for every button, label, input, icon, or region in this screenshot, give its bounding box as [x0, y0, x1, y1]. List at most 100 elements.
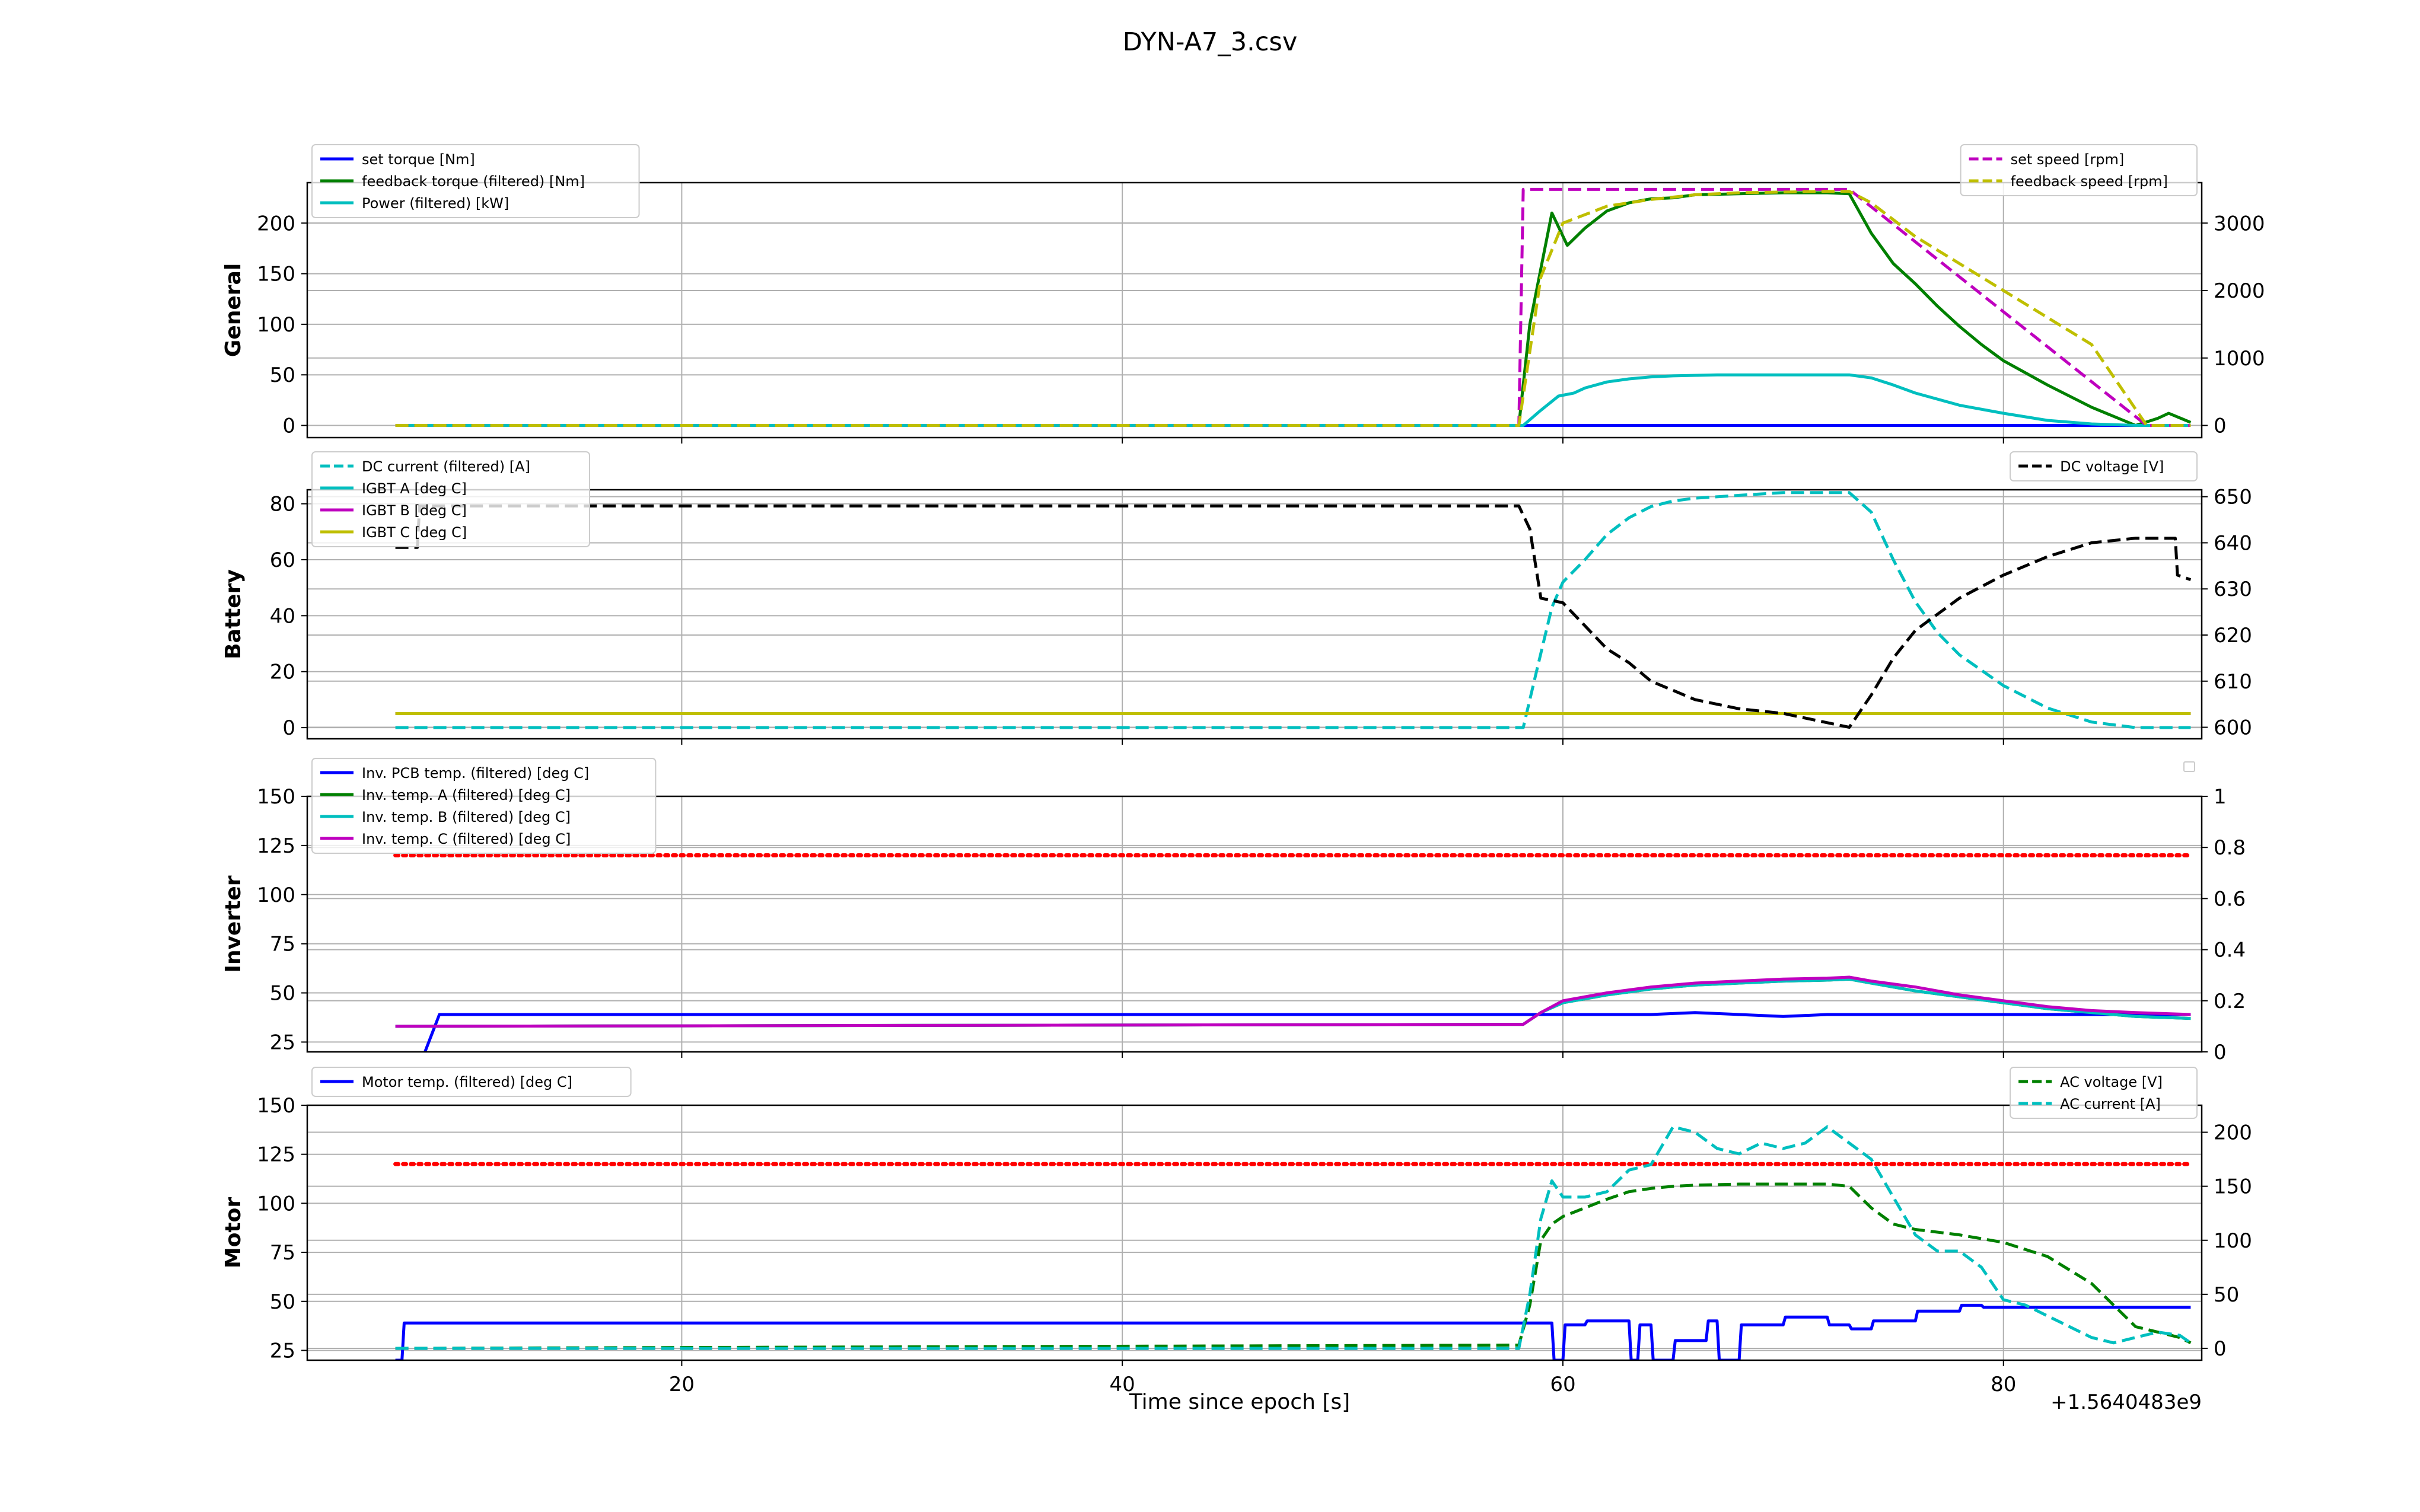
- panel-inverter: 25 50 75 100 125 150 0 0.2 0.4 0.6 0.8 1 Inverter Inv…: [221, 758, 2246, 1064]
- y-tick-label: 150: [257, 263, 295, 286]
- legend-right: AC voltage [V] AC current [A]: [2010, 1067, 2198, 1119]
- y-tick-label: 100: [257, 313, 295, 337]
- y-tick-label: 100: [257, 1192, 295, 1216]
- y2-tick-label: 0: [2214, 414, 2227, 438]
- x-tick-label: 20: [669, 1373, 695, 1396]
- legend-box: [2010, 451, 2198, 481]
- series-line: [395, 187, 2191, 427]
- legend-label: IGBT B [deg C]: [362, 502, 467, 519]
- y-axis-label: Battery: [221, 569, 246, 659]
- y2-tick-label: 150: [2214, 1175, 2252, 1199]
- y-tick-label: 125: [257, 834, 295, 858]
- y-tick-label: 50: [270, 363, 295, 387]
- y-axis-label: Inverter: [221, 875, 246, 972]
- y2-tick-label: 640: [2214, 531, 2252, 555]
- y2-tick-label: 630: [2214, 578, 2252, 601]
- series-group: [393, 853, 2193, 1052]
- series-line: [395, 1303, 2191, 1360]
- legend-box: [1960, 144, 2198, 196]
- legend-label: feedback torque (filtered) [Nm]: [362, 173, 585, 190]
- legend-empty-box: [2183, 761, 2195, 772]
- y2-tick-label: 3000: [2214, 212, 2265, 235]
- legend-box: [311, 144, 640, 218]
- plot-frame: [306, 489, 2203, 740]
- figure-title: DYN-A7_3.csv: [1123, 27, 1298, 57]
- legend-box: [311, 1067, 632, 1097]
- plot-frame: [306, 181, 2203, 439]
- legend-label: Inv. temp. A (filtered) [deg C]: [362, 787, 571, 803]
- series-line: [395, 190, 2191, 427]
- series-line: [395, 1182, 2192, 1350]
- y-tick-label: 25: [270, 1339, 295, 1363]
- y-tick-label: 25: [270, 1031, 295, 1054]
- legend-label: DC voltage [V]: [2060, 458, 2164, 475]
- series-line: [395, 504, 2192, 729]
- series-group: [393, 1125, 2193, 1360]
- y-tick-label: 125: [257, 1143, 295, 1167]
- y2-tick-label: 650: [2214, 486, 2252, 509]
- y-tick-label: 200: [257, 212, 295, 235]
- legend-label: AC voltage [V]: [2060, 1074, 2163, 1090]
- legend-left: Inv. PCB temp. (filtered) [deg C] Inv. te…: [311, 758, 657, 854]
- legend-label: Power (filtered) [kW]: [362, 195, 509, 212]
- y-axis-label: General: [221, 263, 246, 357]
- y-tick-label: 50: [270, 982, 295, 1006]
- y2-tick-label: 100: [2214, 1229, 2252, 1253]
- y-tick-label: 150: [257, 785, 295, 809]
- y-tick-label: 0: [282, 716, 295, 740]
- legend-left: set torque [Nm] feedback torque (filtered…: [311, 144, 640, 218]
- series-line: [423, 1011, 2191, 1052]
- x-tick-label: 80: [1991, 1373, 2016, 1396]
- y2-tick-label: 0.2: [2214, 990, 2246, 1013]
- y-tick-label: 0: [282, 414, 295, 438]
- y-tick-label: 75: [270, 1241, 295, 1265]
- legend-label: Inv. temp. B (filtered) [deg C]: [362, 809, 571, 825]
- y2-tick-label: 0: [2214, 1337, 2227, 1361]
- plot-frame: [306, 795, 2203, 1053]
- y2-tick-label: 0.8: [2214, 836, 2246, 860]
- series-line: [395, 1125, 2192, 1350]
- series-line: [395, 977, 2191, 1028]
- legend-label: Inv. temp. C (filtered) [deg C]: [362, 831, 571, 847]
- y-axis-label: Motor: [221, 1197, 246, 1268]
- legend-label: IGBT A [deg C]: [362, 480, 467, 497]
- y2-tick-label: 0: [2214, 1041, 2227, 1064]
- legend-label: set torque [Nm]: [362, 151, 475, 168]
- y2-tick-label: 1: [2214, 785, 2227, 809]
- y2-tick-label: 2000: [2214, 279, 2265, 303]
- legend-box: [311, 758, 657, 854]
- x-axis-label: Time since epoch [s]: [1129, 1390, 1350, 1414]
- series-group: [395, 491, 2192, 729]
- legend-label: Motor temp. (filtered) [deg C]: [362, 1074, 572, 1090]
- y-tick-label: 75: [270, 933, 295, 956]
- y-tick-label: 80: [270, 493, 295, 516]
- y2-tick-label: 50: [2214, 1283, 2239, 1307]
- legend-left: Motor temp. (filtered) [deg C]: [311, 1067, 632, 1097]
- series-line: [395, 191, 2192, 427]
- y-tick-label: 150: [257, 1094, 295, 1118]
- series-line: [395, 977, 2191, 1028]
- panel-battery: 0 20 40 60 80 600 610 620 630 640 650 Battery DC cur…: [221, 451, 2252, 745]
- series-line: [395, 373, 2191, 427]
- y-tick-label: 100: [257, 883, 295, 907]
- y2-tick-label: 610: [2214, 670, 2252, 694]
- x-tick-label: 40: [1110, 1373, 1135, 1396]
- legend-label: AC current [A]: [2060, 1096, 2161, 1112]
- legend-label: DC current (filtered) [A]: [362, 458, 530, 475]
- y-tick-label: 50: [270, 1290, 295, 1314]
- x-offset-label: +1.5640483e9: [2050, 1390, 2202, 1414]
- legend-box: [311, 451, 590, 547]
- y2-tick-label: 620: [2214, 624, 2252, 647]
- y-tick-label: 60: [270, 548, 295, 572]
- y-tick-label: 40: [270, 604, 295, 628]
- legend-left: DC current (filtered) [A] IGBT A [deg C] I…: [311, 451, 590, 547]
- y2-tick-label: 0.4: [2214, 939, 2246, 962]
- legend-label: IGBT C [deg C]: [362, 524, 467, 541]
- legend-label: set speed [rpm]: [2011, 151, 2125, 168]
- legend-label: feedback speed [rpm]: [2011, 173, 2168, 190]
- legend-label: Inv. PCB temp. (filtered) [deg C]: [362, 765, 589, 781]
- x-tick-label: 60: [1550, 1373, 1575, 1396]
